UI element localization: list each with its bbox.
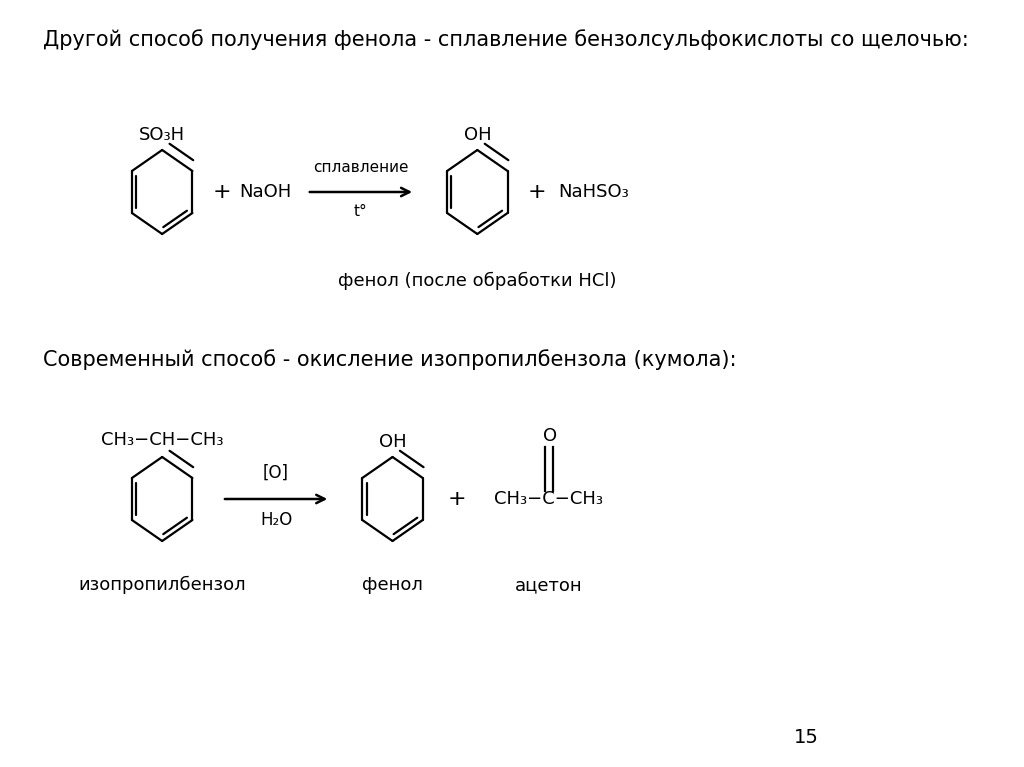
Text: [O]: [O]	[263, 464, 289, 482]
Text: NaHSO₃: NaHSO₃	[558, 183, 629, 201]
Text: +: +	[213, 182, 231, 202]
Text: Современный способ - окисление изопропилбензола (кумола):: Современный способ - окисление изопропил…	[43, 349, 736, 370]
Text: Другой способ получения фенола - сплавление бензолсульфокислоты со щелочью:: Другой способ получения фенола - сплавле…	[43, 29, 969, 50]
Text: CH₃−C−CH₃: CH₃−C−CH₃	[495, 490, 603, 508]
Text: O: O	[544, 427, 558, 445]
Text: OH: OH	[379, 433, 407, 451]
Text: +: +	[449, 489, 467, 509]
Text: изопропилбензол: изопропилбензол	[79, 576, 246, 594]
Text: сплавление: сплавление	[313, 160, 409, 175]
Text: фенол: фенол	[362, 576, 423, 594]
Text: t°: t°	[354, 204, 368, 219]
Text: CH₃−CH−CH₃: CH₃−CH−CH₃	[101, 431, 223, 449]
Text: 15: 15	[795, 728, 819, 747]
Text: NaOH: NaOH	[240, 183, 292, 201]
Text: OH: OH	[464, 126, 492, 144]
Text: SO₃H: SO₃H	[139, 126, 185, 144]
Text: фенол (после обработки HCl): фенол (после обработки HCl)	[338, 272, 616, 290]
Text: ацетон: ацетон	[515, 576, 583, 594]
Text: +: +	[528, 182, 547, 202]
Text: H₂O: H₂O	[260, 511, 292, 529]
